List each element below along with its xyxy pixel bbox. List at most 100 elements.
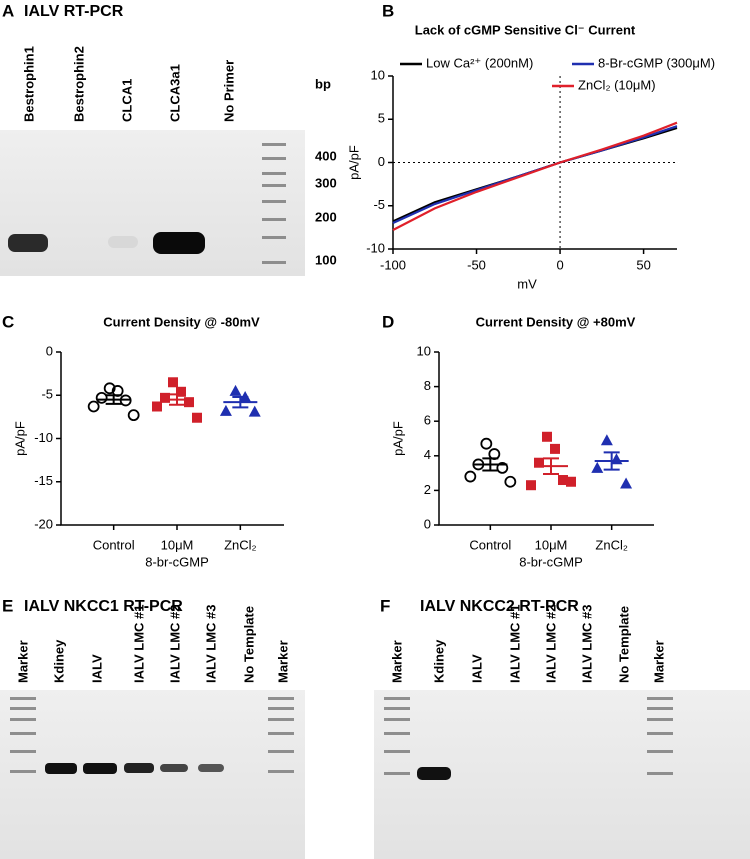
y-tick-label: 0 [378,154,385,169]
lane-label: IALV [469,654,484,683]
ladder-band [647,707,673,710]
ladder-band [262,172,286,175]
marker-size: 100 [315,252,337,267]
y-tick-label: -5 [373,197,385,212]
x-tick-label: 0 [556,257,563,272]
panel-letter: D [382,312,394,331]
point [504,475,517,488]
point [566,476,576,487]
y-tick-label: 2 [424,482,431,497]
size-unit: bp [315,76,331,91]
x-tick-label: 8-br-cGMP [145,554,209,569]
x-tick-label: 10μM [161,537,194,552]
y-axis-label: pA/pF [346,145,361,180]
marker-size: 400 [315,148,337,163]
lane-label: CLCA1 [119,79,134,122]
y-tick-label: 4 [424,447,431,462]
point [558,475,568,486]
panel-title: IALV NKCC2 RT-PCR [420,598,579,615]
ladder-band [384,772,410,775]
lane-label: Marker [15,640,30,683]
ladder-band [268,732,294,735]
lane-label: No Template [241,606,256,683]
ladder-band [10,718,36,721]
lane-label: IALV LMC #3 [203,605,218,684]
lane-label: Marker [389,640,404,683]
y-tick-label: -5 [41,387,53,402]
y-tick-label: 0 [424,516,431,531]
lane-label: Marker [651,640,666,683]
band [417,767,451,780]
y-tick-label: 10 [371,67,385,82]
x-tick-label: -50 [467,257,486,272]
lane-label: No Template [616,606,631,683]
y-tick-label: 5 [378,111,385,126]
chart-title: Current Density @ -80mV [103,314,260,329]
error-bar [169,393,185,406]
panel-title: IALV RT-PCR [24,3,124,20]
ladder-band [10,697,36,700]
ladder-band [262,157,286,160]
chart-title: Lack of cGMP Sensitive Cl⁻ Current [415,22,636,37]
chart-title: Current Density @ +80mV [476,314,636,329]
band [153,232,205,254]
band [8,234,48,252]
legend-label: 8-Br-cGMP (300μM) [598,55,715,70]
point [184,397,194,408]
lane-label: Marker [275,640,290,683]
ladder-band [384,718,410,721]
band [83,763,117,774]
y-tick-label: -10 [34,430,53,445]
ladder-band [10,750,36,753]
lane-label: IALV LMC #2 [543,605,558,684]
marker-size: 300 [315,175,337,190]
band [160,764,188,772]
lane-label: Kdiney [51,639,66,683]
y-axis-label: pA/pF [390,421,405,456]
marker-size: 200 [315,209,337,224]
point [620,477,633,489]
x-tick-label: ZnCl₂ [595,537,628,552]
ladder-band [10,732,36,735]
point [152,401,162,412]
y-tick-label: 6 [424,413,431,428]
x-tick-label: Control [93,537,135,552]
error-bar [543,457,559,475]
point [168,377,178,388]
y-tick-label: -10 [366,240,385,255]
point [192,412,202,423]
ladder-band [268,707,294,710]
lane-label: IALV LMC #2 [167,605,182,684]
ladder-band [268,770,294,773]
lane-label: IALV [89,654,104,683]
error-bar [482,457,499,472]
y-tick-label: 10 [417,343,431,358]
x-tick-label: 10μM [535,537,568,552]
point [95,391,108,404]
point [248,405,261,417]
x-tick-label: ZnCl₂ [224,537,257,552]
ladder-band [268,697,294,700]
point [591,461,604,473]
x-tick-label: 50 [636,257,650,272]
gel-e [0,690,305,859]
panel-letter: A [2,1,14,20]
y-axis-label: pA/pF [12,421,27,456]
panel-letter: B [382,1,394,20]
y-tick-label: 8 [424,378,431,393]
ladder-band [268,718,294,721]
point [160,392,170,403]
series-line [392,121,678,231]
legend-label: ZnCl₂ (10μM) [578,77,656,92]
point [103,382,116,395]
error-bar [603,451,620,471]
ladder-band [647,718,673,721]
ladder-band [384,707,410,710]
point [526,480,536,491]
y-tick-label: 0 [46,343,53,358]
error-bar [232,395,249,409]
band [124,763,154,773]
ladder-band [384,732,410,735]
band [198,764,224,772]
